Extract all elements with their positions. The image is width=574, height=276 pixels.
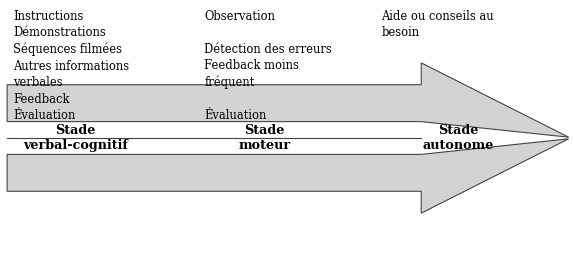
Text: Aide ou conseils au
besoin: Aide ou conseils au besoin	[381, 10, 494, 39]
Text: Stade
verbal-cognitif: Stade verbal-cognitif	[23, 124, 128, 152]
Text: Instructions
Démonstrations
Séquences filmées
Autres informations
verbales
Feedb: Instructions Démonstrations Séquences fi…	[13, 10, 129, 122]
Text: Stade
autonomе: Stade autonomе	[422, 124, 494, 152]
Text: Stade
moteur: Stade moteur	[238, 124, 290, 152]
Polygon shape	[7, 63, 569, 137]
Text: Observation

Détection des erreurs
Feedback moins
fréquent

Évaluation: Observation Détection des erreurs Feedba…	[204, 10, 332, 122]
Polygon shape	[7, 139, 569, 213]
